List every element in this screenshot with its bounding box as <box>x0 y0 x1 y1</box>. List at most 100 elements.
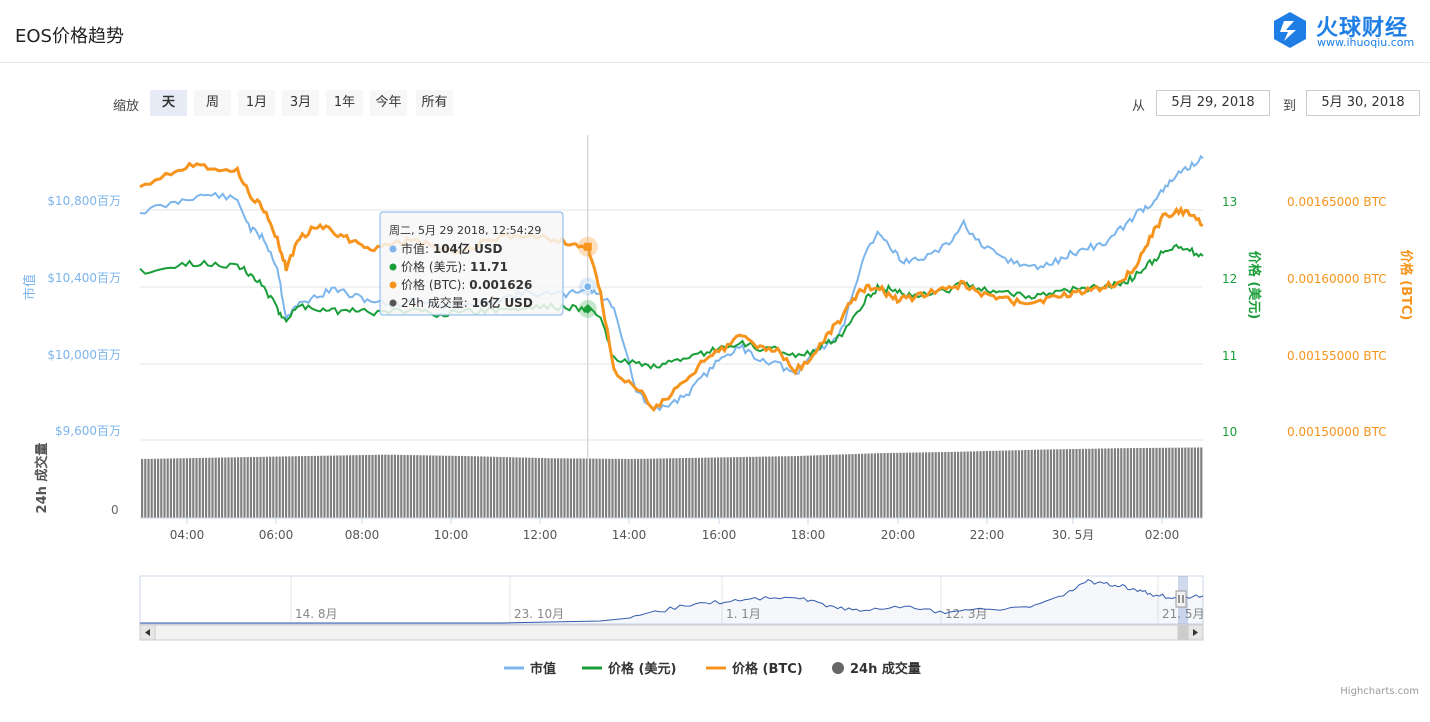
volume-bar <box>637 458 640 518</box>
volume-bar <box>793 456 796 518</box>
volume-bar <box>477 456 480 518</box>
volume-bar <box>736 457 739 518</box>
navigator-handle[interactable] <box>1175 590 1187 608</box>
volume-bar <box>1155 447 1158 518</box>
volume-bar <box>829 454 832 518</box>
scrollbar-thumb[interactable] <box>1177 624 1189 641</box>
volume-bar <box>643 458 646 518</box>
volume-bar <box>877 453 880 518</box>
volume-bar <box>662 458 665 518</box>
volume-bar <box>211 457 214 518</box>
zoom-button-2[interactable]: 1月 <box>238 90 275 116</box>
volume-axis-title: 24h 成交量 <box>34 443 50 514</box>
volume-bar <box>233 457 236 518</box>
zoom-button-6[interactable]: 所有 <box>416 90 453 116</box>
legend-item-2[interactable]: 价格 (BTC) <box>706 661 803 677</box>
volume-bar <box>1008 450 1011 518</box>
volume-bar <box>445 455 448 518</box>
logo-url: www.ihuoqiu.com <box>1317 36 1415 49</box>
zoom-button-0[interactable]: 天 <box>150 90 187 116</box>
x-tick-label: 18:00 <box>791 528 826 542</box>
zoom-label: 缩放 <box>113 99 140 114</box>
x-tick-label: 12:00 <box>523 528 558 542</box>
volume-bar <box>345 455 348 518</box>
volume-bar <box>720 457 723 518</box>
volume-bar <box>461 455 464 518</box>
page-title: EOS价格趋势 <box>15 26 124 47</box>
volume-bar <box>566 458 569 518</box>
volume-bar <box>425 455 428 518</box>
volume-bar <box>528 457 531 518</box>
volume-bar <box>419 455 422 518</box>
volume-bar <box>633 458 636 518</box>
volume-bar <box>166 458 169 518</box>
range-from-input[interactable]: 5月 29, 2018 <box>1156 90 1270 116</box>
volume-bar <box>1129 448 1132 518</box>
volume-bar <box>691 457 694 518</box>
volume-bar <box>726 457 729 518</box>
volume-bar <box>1139 448 1142 518</box>
legend-item-3[interactable]: 24h 成交量 <box>832 661 921 677</box>
volume-bar <box>1120 448 1123 518</box>
volume-bar <box>1014 450 1017 518</box>
tooltip-row: 市值: 104亿 USD <box>401 241 502 256</box>
volume-bar <box>806 455 809 518</box>
volume-bar <box>1152 447 1155 518</box>
usd-price-line <box>139 243 1204 370</box>
volume-bar <box>704 457 707 518</box>
volume-bar <box>749 456 752 518</box>
zoom-button-4[interactable]: 1年 <box>326 90 363 116</box>
volume-bar <box>1030 449 1033 518</box>
volume-bar <box>819 455 822 518</box>
volume-bar <box>537 457 540 518</box>
tooltip-bullet-icon <box>389 263 397 271</box>
volume-bar <box>246 457 249 518</box>
volume-bar <box>153 458 156 518</box>
volume-bar <box>809 455 812 518</box>
volume-bar <box>192 458 195 518</box>
zoom-button-3[interactable]: 3月 <box>282 90 319 116</box>
range-to-input[interactable]: 5月 30, 2018 <box>1306 90 1420 116</box>
volume-bar <box>1101 448 1104 518</box>
volume-bar <box>851 454 854 518</box>
volume-bar <box>957 451 960 518</box>
volume-bar <box>361 455 364 518</box>
legend-item-1[interactable]: 价格 (美元) <box>582 661 676 677</box>
volume-bar <box>1110 448 1113 518</box>
volume-bar <box>208 457 211 518</box>
volume-bar <box>259 456 262 518</box>
volume-bar <box>953 451 956 518</box>
volume-bar <box>608 458 611 518</box>
tooltip-bullet-icon <box>389 281 397 289</box>
volume-bar <box>973 451 976 518</box>
volume-bar <box>438 455 441 518</box>
zoom-button-5[interactable]: 今年 <box>370 90 407 116</box>
zoom-button-1[interactable]: 周 <box>194 90 231 116</box>
volume-bar <box>1024 450 1027 518</box>
volume-bar <box>745 456 748 518</box>
volume-bar <box>157 458 160 518</box>
volume-bar <box>1069 449 1072 518</box>
volume-bar <box>1081 448 1084 518</box>
volume-bar <box>646 458 649 518</box>
legend-item-0[interactable]: 市值 <box>504 661 556 677</box>
scroll-left-arrow-icon <box>145 629 150 636</box>
volume-bar <box>816 455 819 518</box>
volume-bar <box>249 457 252 518</box>
volume-bar <box>909 452 912 518</box>
volume-bar <box>240 457 243 518</box>
volume-bar <box>505 457 508 518</box>
credits[interactable]: Highcharts.com <box>1340 686 1419 697</box>
volume-bar <box>992 450 995 518</box>
range-to-label: 到 <box>1283 99 1297 114</box>
scrollbar-track[interactable] <box>139 624 1204 641</box>
volume-bar <box>1107 448 1110 518</box>
volume-bar <box>368 454 371 518</box>
volume-bar <box>349 455 352 518</box>
market-cap-tick-label: $10,000百万 <box>47 348 121 362</box>
logo[interactable]: 火球财经 www.ihuoqiu.com <box>1270 10 1430 54</box>
volume-bar <box>944 451 947 518</box>
volume-bar <box>854 453 857 518</box>
volume-bar <box>982 451 985 518</box>
